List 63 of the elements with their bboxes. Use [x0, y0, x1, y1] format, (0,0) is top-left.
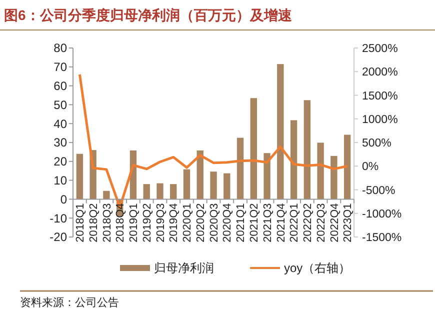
x-tick-label: 2022Q3	[315, 203, 328, 242]
bar	[103, 190, 110, 200]
bar	[290, 120, 298, 200]
y-tick-label: -20	[50, 230, 68, 244]
x-tick-label: 2021Q1	[235, 203, 248, 242]
x-tick-label: 2020Q4	[222, 203, 234, 242]
x-tick-label: 2020Q3	[208, 203, 220, 242]
bar	[183, 169, 190, 200]
y2-tick-label: 1000%	[362, 114, 398, 126]
bar	[317, 142, 324, 200]
x-tick-label: 2020Q2	[194, 203, 207, 242]
bar	[277, 64, 284, 200]
y2-tick-label: 2500%	[362, 43, 398, 56]
y2-tick-label: -1000%	[362, 208, 402, 220]
x-tick-label: 2018Q2	[88, 203, 100, 242]
x-tick-label: 2023Q1	[342, 203, 354, 242]
y2-tick-label: 500%	[362, 138, 392, 150]
legend-label: yoy（右轴）	[284, 261, 351, 276]
bar	[76, 154, 84, 200]
x-tick-label: 2018Q4	[114, 203, 127, 242]
bar	[344, 134, 351, 200]
bar	[236, 138, 244, 200]
x-tick-label: 2022Q2	[302, 203, 314, 242]
y-tick-label: 0	[60, 192, 68, 206]
y-tick-label: 20	[54, 154, 68, 169]
y2-tick-label: 0%	[362, 161, 379, 174]
x-tick-label: 2021Q4	[275, 203, 288, 242]
y-tick-label: 50	[54, 98, 68, 112]
y-tick-label: 30	[54, 136, 68, 150]
y-tick-label: -10	[50, 211, 68, 226]
bar	[156, 183, 164, 200]
x-tick-label: 2018Q1	[74, 203, 87, 242]
bar	[304, 100, 311, 200]
bar	[224, 173, 230, 200]
y-tick-label: 80	[54, 41, 68, 56]
y2-tick-label: 2000%	[362, 66, 398, 79]
x-tick-label: 2021Q3	[262, 203, 274, 242]
x-tick-label: 2020Q1	[182, 203, 194, 242]
bar	[264, 153, 270, 200]
bar	[210, 172, 217, 200]
x-tick-label: 2022Q1	[288, 203, 301, 242]
bar	[170, 184, 177, 200]
legend-label: 归母净利润	[154, 261, 214, 276]
x-tick-label: 2022Q4	[328, 203, 341, 242]
y-tick-label: 60	[54, 79, 68, 93]
y-tick-label: 10	[54, 174, 68, 188]
x-tick-label: 2019Q3	[154, 203, 167, 242]
y2-tick-label: -500%	[362, 184, 396, 197]
x-tick-label: 2019Q2	[141, 203, 154, 242]
y-tick-label: 40	[54, 116, 68, 131]
bar	[196, 150, 204, 200]
bar	[330, 156, 338, 200]
x-tick-label: 2021Q2	[248, 203, 260, 242]
bar	[143, 184, 150, 200]
bar	[250, 98, 257, 200]
y2-tick-label: -1500%	[362, 232, 402, 244]
x-tick-label: 2019Q4	[168, 203, 180, 242]
x-tick-label: 2019Q1	[128, 203, 140, 242]
chart-title: 图6：公司分季度归母净利润（百万元）及增速	[4, 7, 293, 23]
x-tick-label: 2018Q3	[101, 203, 114, 242]
text: 资料来源：公司公告	[20, 296, 119, 309]
y-tick-label: 70	[54, 60, 68, 74]
y2-tick-label: 1500%	[362, 90, 398, 102]
